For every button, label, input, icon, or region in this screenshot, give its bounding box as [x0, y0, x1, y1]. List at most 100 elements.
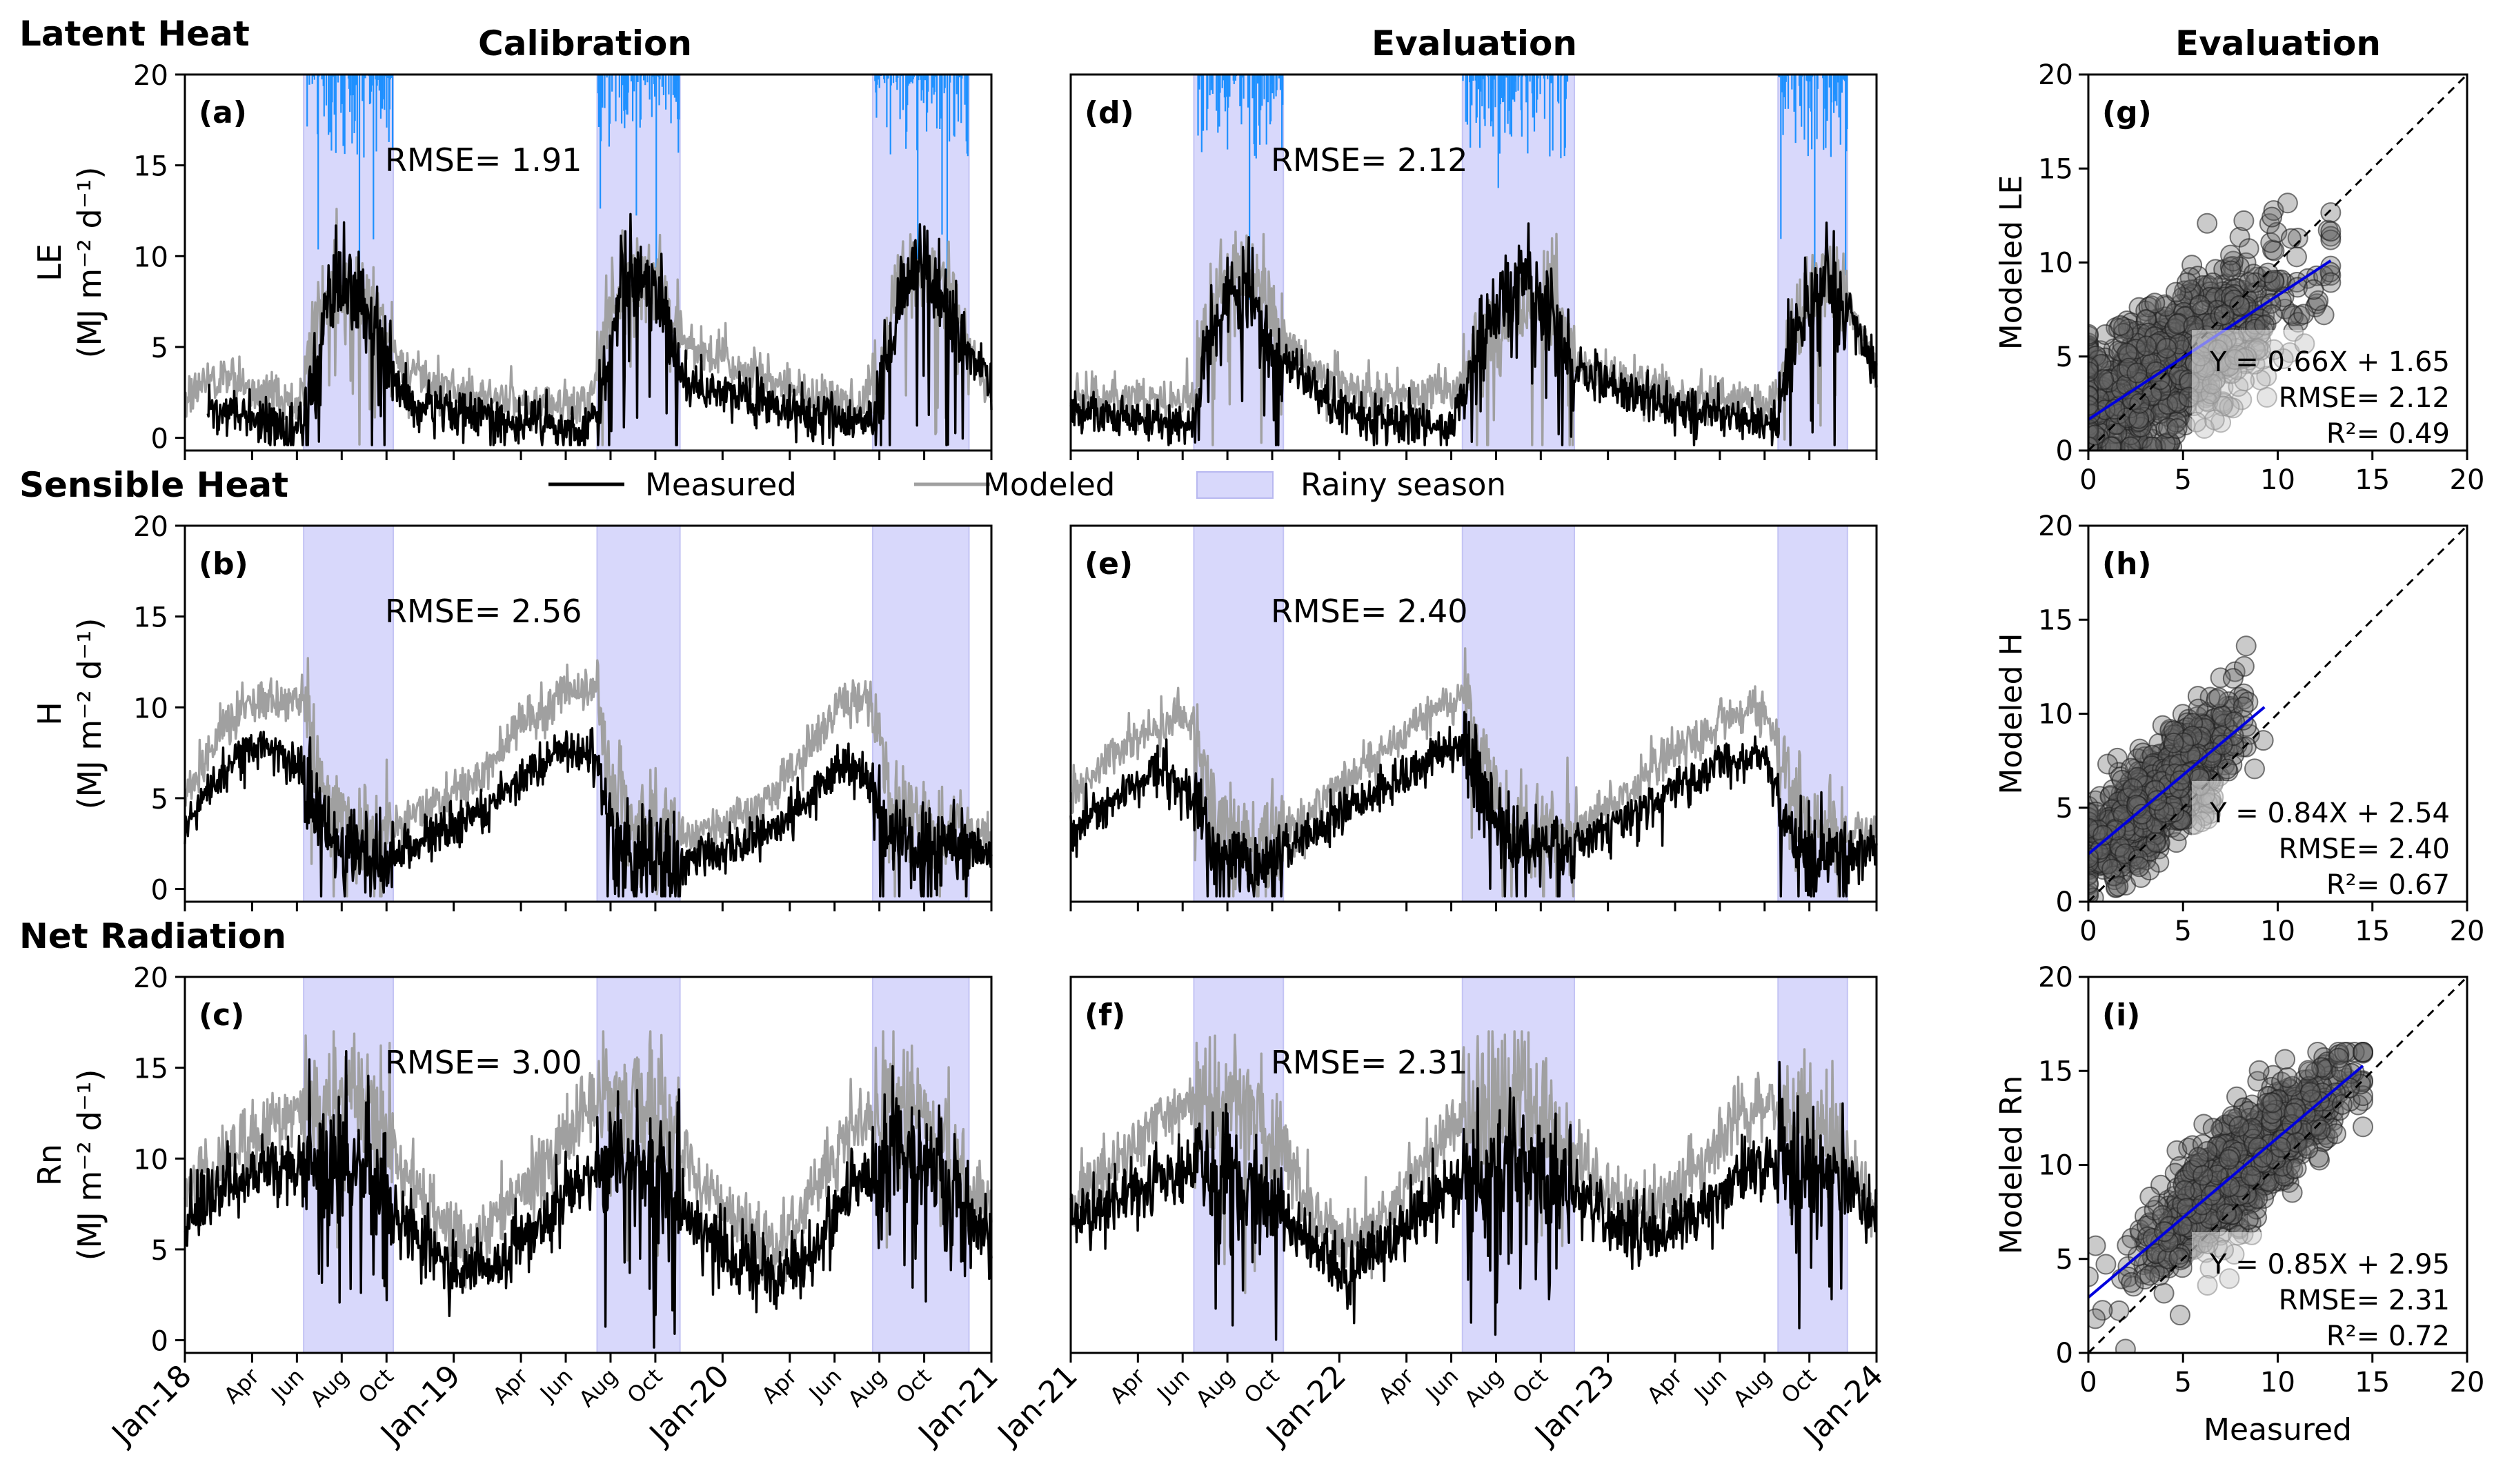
scatter-point [2169, 1305, 2190, 1326]
scatter-point [2189, 295, 2210, 316]
scatter-point [2156, 337, 2177, 359]
y-tick-label: 20 [2038, 962, 2073, 993]
scatter-point [2286, 246, 2307, 268]
x-tick-label-month: Jun [1420, 1363, 1464, 1407]
scatter-point [2331, 1094, 2353, 1115]
axes-frame [184, 73, 993, 452]
scatter-point [2228, 1116, 2250, 1137]
x-tick-label: 10 [2260, 1367, 2295, 1398]
y-tick-label: 10 [2038, 1150, 2073, 1182]
legend-measured-label: Measured [645, 466, 797, 503]
x-tick-label-month: Jun [265, 1363, 309, 1407]
rmse-label: RMSE= 2.12 [1271, 141, 1468, 179]
scatter-point [2088, 361, 2099, 382]
scatter-point [2136, 335, 2157, 357]
x-tick-label: 5 [2175, 916, 2192, 947]
y-tick-label: 5 [2056, 1244, 2073, 1276]
scatter-point [2277, 192, 2298, 214]
fit-statistics-line: Y = 0.85X + 2.95 [2209, 1249, 2450, 1280]
legend-rainy-swatch [1196, 471, 1274, 499]
modeled-series-line [184, 208, 993, 446]
column-title-evaluation-scatter: Evaluation [2175, 23, 2381, 63]
scatter-point [2126, 362, 2148, 384]
y-tick-label: 0 [151, 424, 168, 455]
one-to-one-line [2087, 73, 2468, 452]
scatter-point [2217, 758, 2238, 780]
rmse-label: RMSE= 1.91 [385, 141, 582, 179]
scatter-point [2139, 1265, 2160, 1286]
scatter-point [2117, 342, 2138, 364]
axes-frame [1069, 524, 1878, 903]
scatter-point [2095, 1254, 2117, 1275]
scatter-point [2146, 790, 2168, 811]
scatter-point [2220, 244, 2241, 266]
stats-box [2192, 330, 2464, 448]
scatter-point [2174, 1180, 2195, 1201]
scatter-point [2320, 272, 2342, 293]
panel-label: (h) [2102, 546, 2152, 582]
rmse-label: RMSE= 2.56 [385, 593, 582, 630]
modeled-series-line [1069, 647, 1877, 898]
scatter-point [2353, 1116, 2374, 1138]
x-tick-label-year: Jan-21 [990, 1358, 1085, 1453]
scatter-point [2088, 385, 2099, 406]
x-tick-label: 15 [2355, 464, 2390, 496]
scatter-point [2320, 221, 2342, 242]
row-title-latent-heat: Latent Heat [19, 14, 250, 54]
legend-modeled-label: Modeled [983, 466, 1115, 503]
scatter-point [2202, 1118, 2224, 1139]
x-tick-label: 0 [2079, 916, 2097, 947]
x-tick-label-month: Apr [1642, 1363, 1688, 1409]
axes-frame [1069, 73, 1878, 452]
x-tick-label-month: Apr [1105, 1363, 1151, 1409]
scatter-point [2260, 293, 2282, 314]
scatter-point [2099, 372, 2120, 393]
scatter-point [2328, 1047, 2349, 1069]
row-title-net-radiation: Net Radiation [19, 916, 286, 956]
scatter-point [2235, 635, 2257, 657]
x-tick-label-month: Jun [1688, 1363, 1732, 1407]
y-tick-label: 20 [133, 511, 168, 543]
scatter-point [2101, 858, 2123, 880]
scatter-point [2168, 313, 2189, 334]
scatter-point [2262, 206, 2283, 228]
scatter-point [2239, 272, 2260, 293]
scatter-point [2229, 295, 2250, 316]
x-tick-label: 0 [2079, 1367, 2097, 1398]
x-tick-label: 20 [2450, 916, 2485, 947]
panel-i-scatter-rn: 00 5 5 10 10 15 15 20 20 (i) Modeled Rn Measured Y =… [1994, 962, 2484, 1447]
y-axis-label-variable: LE [31, 244, 68, 281]
axes-frame [1069, 976, 1878, 1354]
y-axis-label-unit: (MJ m⁻² d⁻¹) [71, 167, 108, 359]
x-tick-label-month: Jun [534, 1363, 578, 1407]
y-tick-label: 15 [2038, 604, 2073, 636]
y-tick-label: 0 [151, 1326, 168, 1358]
y-axis-label-unit: (MJ m⁻² d⁻¹) [71, 618, 108, 810]
scatter-point [2275, 1049, 2296, 1070]
panel-label: (a) [199, 95, 247, 130]
x-tick-label-month: Apr [756, 1363, 802, 1409]
x-tick-label-month: Aug [1191, 1363, 1240, 1412]
rmse-label: RMSE= 3.00 [385, 1044, 582, 1081]
scatter-point [2224, 711, 2246, 733]
scatter-point [2088, 419, 2099, 440]
measured-series-line [184, 1050, 993, 1349]
panel-d-latent-heat-evaluation: (d) RMSE= 2.12 [1069, 73, 1878, 460]
y-tick-label: 0 [2056, 435, 2073, 467]
x-tick-label-month: Oct [353, 1363, 399, 1409]
y-tick-label: 15 [2038, 153, 2073, 185]
measured-series-line [206, 212, 993, 446]
scatter-point [2117, 1235, 2138, 1256]
scatter-point [2320, 202, 2342, 224]
scatter-point [2166, 391, 2188, 413]
x-tick-label-month: Oct [1239, 1363, 1285, 1409]
x-tick-label-month: Apr [219, 1363, 265, 1409]
y-axis-label-variable: Rn [31, 1144, 68, 1186]
scatter-point [2165, 281, 2186, 303]
x-tick-label: 20 [2450, 464, 2485, 496]
x-tick-label-month: Jun [1151, 1363, 1195, 1407]
scatter-point [2193, 1165, 2214, 1186]
scatter-point [2299, 1082, 2321, 1103]
scatter-point [2167, 313, 2188, 335]
